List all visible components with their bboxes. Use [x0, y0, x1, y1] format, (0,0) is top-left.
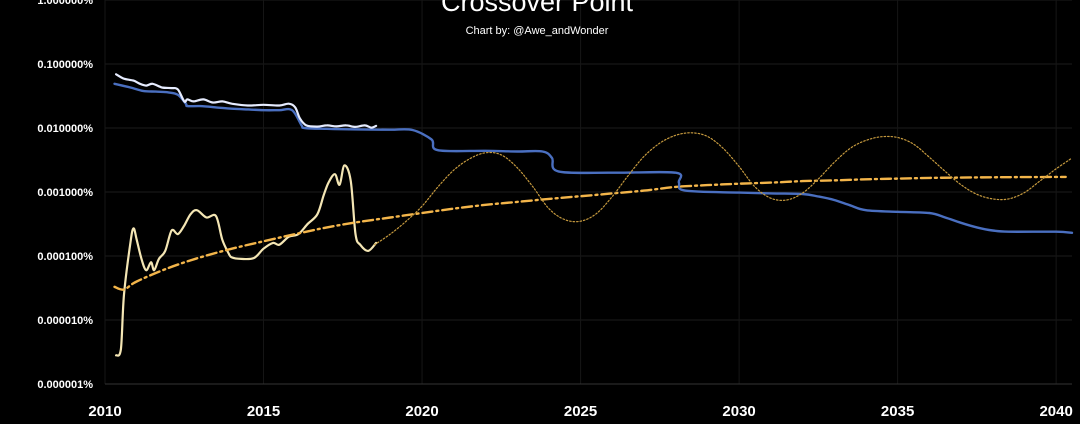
- y-tick-label: 0.000001%: [37, 379, 93, 391]
- y-tick-label: 0.010000%: [37, 123, 93, 135]
- series-line-5: [373, 132, 1073, 246]
- y-tick-label: 0.000100%: [37, 251, 93, 263]
- x-tick-label: 2010: [88, 403, 121, 420]
- y-tick-label: 0.100000%: [37, 59, 93, 71]
- y-tick-label: 0.001000%: [37, 187, 93, 199]
- series-layer: [113, 73, 1074, 357]
- x-axis-ticks: 2010 2015 2020 2025 2030 2035 2040: [88, 403, 1073, 420]
- series-line-4: [113, 175, 1067, 291]
- x-tick-label: 2040: [1039, 403, 1072, 420]
- x-tick-label: 2020: [405, 403, 438, 420]
- y-tick-label: 0.000010%: [37, 315, 93, 327]
- x-tick-label: 2035: [881, 403, 914, 420]
- series-line-3: [115, 164, 378, 357]
- series-line-1: [113, 82, 1074, 234]
- chart-title: Crossover Point: [441, 0, 634, 17]
- x-tick-label: 2015: [247, 403, 280, 420]
- chart-subtitle: Chart by: @Awe_andWonder: [466, 25, 609, 37]
- y-axis-ticks: 1.000000% 0.100000% 0.010000% 0.001000% 0.00…: [37, 0, 93, 391]
- series-line-2: [115, 73, 378, 129]
- x-tick-label: 2030: [722, 403, 755, 420]
- x-tick-label: 2025: [564, 403, 597, 420]
- y-tick-label: 1.000000%: [37, 0, 93, 7]
